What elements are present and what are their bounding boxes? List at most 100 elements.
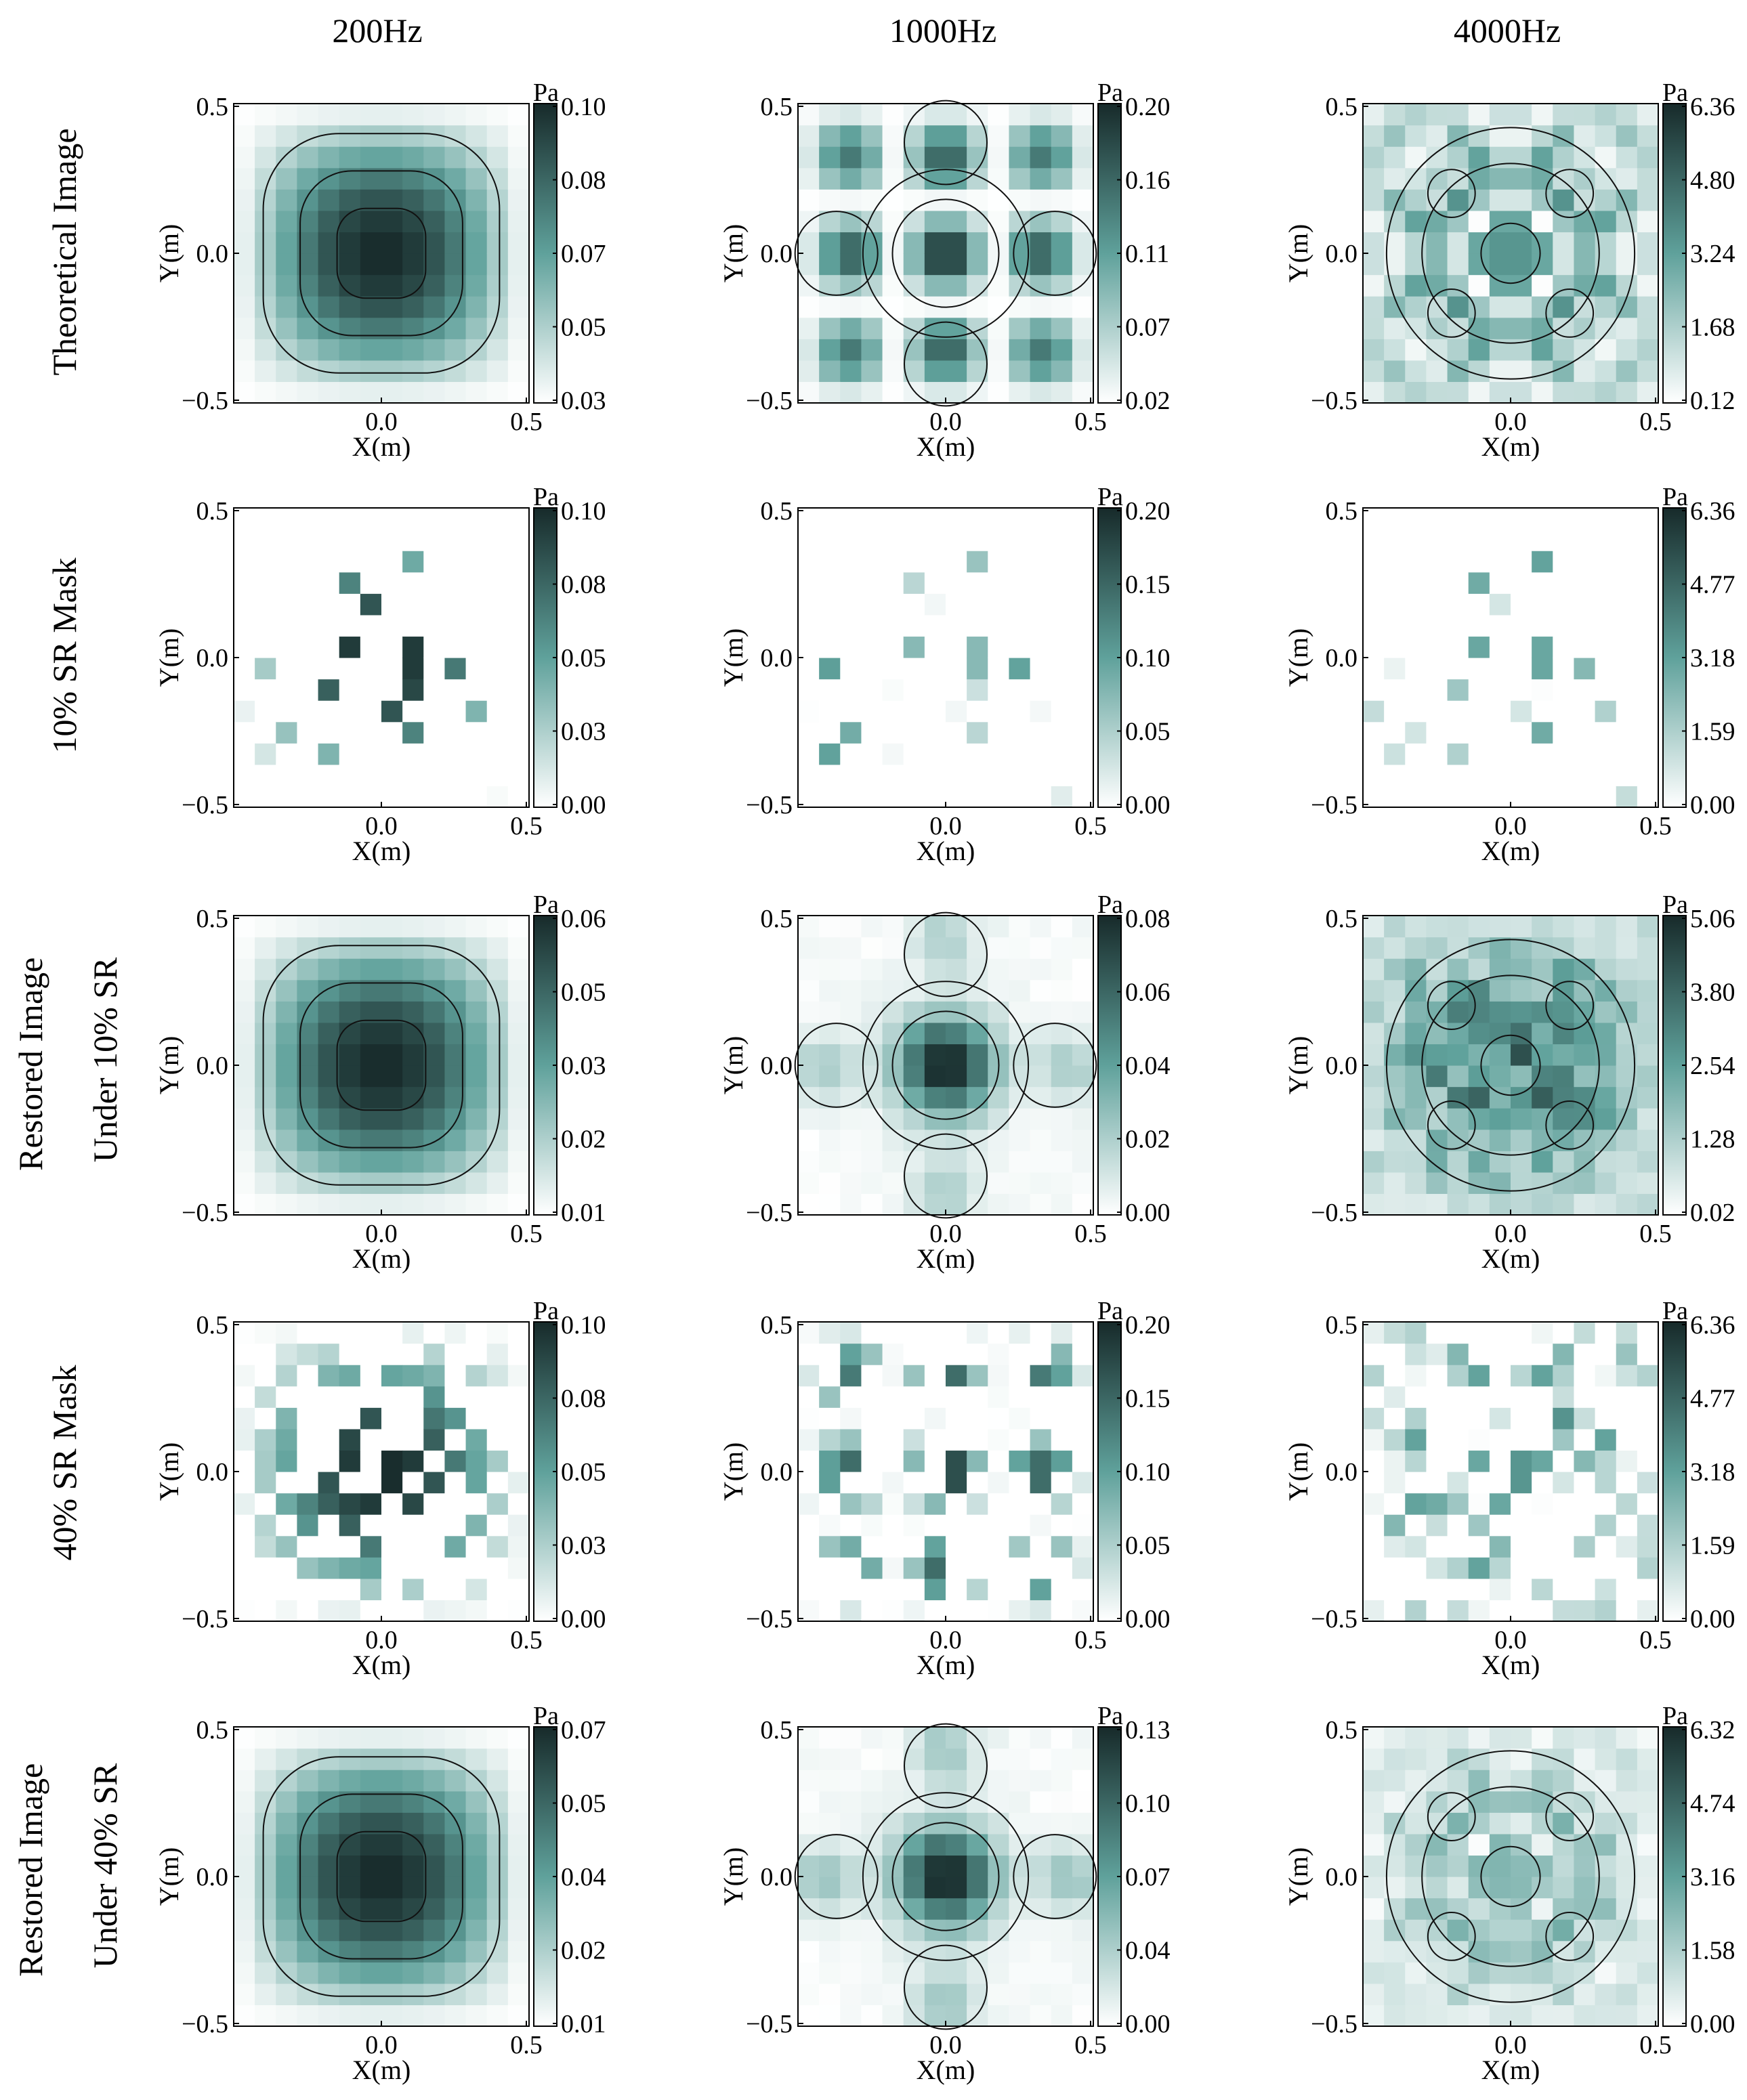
heatmap-cell	[1447, 1493, 1469, 1515]
heatmap-cell	[988, 1898, 1010, 1920]
heatmap-cell	[234, 1748, 255, 1770]
heatmap-cell	[234, 1791, 255, 1813]
heatmap-cell	[1426, 529, 1448, 551]
heatmap-cell	[946, 1493, 967, 1515]
panel-r0-c0: 0.50.0−0.5Y(m)0.0 0.5X(m)Pa 0.100.080.070.…	[154, 79, 606, 462]
heatmap-cell	[1030, 1151, 1052, 1173]
heatmap-cell	[1051, 1855, 1073, 1877]
heatmap-cell	[819, 529, 841, 551]
heatmap-cell	[360, 1855, 382, 1877]
heatmap-cell	[507, 1472, 530, 1494]
heatmap-cell	[297, 1940, 319, 1963]
heatmap-cell	[840, 1855, 862, 1877]
heatmap-cell	[840, 146, 862, 169]
heatmap-cell	[1072, 1450, 1094, 1472]
x-axis-label: X(m)	[917, 836, 975, 866]
heatmap-cell	[1616, 1086, 1638, 1109]
y-tick-label: 0.5	[761, 497, 793, 526]
heatmap-cell	[402, 1855, 424, 1877]
heatmap-cell	[234, 1727, 255, 1749]
heatmap-cell	[1553, 1812, 1575, 1835]
heatmap-cell	[819, 317, 841, 339]
heatmap-cell	[360, 1898, 382, 1920]
heatmap-cell	[1051, 786, 1073, 808]
heatmap-cell	[402, 1833, 424, 1856]
heatmap-cell	[819, 1727, 841, 1749]
heatmap-cell	[465, 764, 488, 787]
heatmap-cell	[1426, 1962, 1448, 1984]
heatmap-cell	[819, 1578, 841, 1601]
contour-line	[262, 133, 501, 374]
heatmap-cell	[988, 1833, 1010, 1856]
heatmap-cell	[967, 1129, 988, 1151]
heatmap-cell	[798, 104, 820, 126]
contour-line	[904, 1133, 988, 1219]
heatmap-cell	[1426, 593, 1448, 616]
heatmap-cell	[819, 1472, 841, 1494]
heatmap-cell	[819, 551, 841, 573]
y-tick-label: −0.5	[746, 1605, 793, 1633]
heatmap-cell	[234, 1086, 255, 1109]
heatmap-cell	[423, 189, 446, 211]
heatmap-cell	[339, 1044, 361, 1066]
heatmap-cell	[297, 339, 319, 361]
heatmap-cell	[1532, 1940, 1553, 1963]
heatmap-cell	[840, 764, 862, 787]
heatmap-cell	[798, 1472, 820, 1494]
heatmap-cell	[903, 210, 925, 233]
heatmap-cell	[1637, 508, 1659, 530]
heatmap-cell	[967, 743, 988, 765]
heatmap-cell	[1009, 1151, 1031, 1173]
heatmap-cell	[819, 1812, 841, 1835]
heatmap-cell	[798, 146, 820, 169]
heatmap-cell	[1447, 658, 1469, 680]
heatmap-cell	[255, 700, 276, 723]
heatmap-cell	[1426, 1791, 1448, 1813]
heatmap-cell	[1616, 1428, 1638, 1451]
heatmap-cell	[486, 1193, 509, 1216]
heatmap-cell	[1616, 743, 1638, 765]
heatmap-cell	[1363, 1065, 1385, 1088]
heatmap-cell	[798, 1086, 820, 1109]
colorbar-tick-label: 0.08	[561, 571, 606, 599]
heatmap-cell	[1426, 700, 1448, 723]
y-tick-label: −0.5	[1311, 2010, 1357, 2038]
heatmap-cell	[360, 658, 382, 680]
colorbar-tick-label: 3.18	[1690, 1458, 1735, 1486]
heatmap-cell	[1595, 1535, 1617, 1558]
heatmap-cell	[1468, 721, 1490, 744]
heatmap-cell	[1574, 274, 1596, 297]
heatmap-cell	[1616, 1022, 1638, 1045]
heatmap-cell	[1030, 1108, 1052, 1130]
heatmap-cell	[946, 1855, 967, 1877]
heatmap-cell	[882, 979, 904, 1002]
heatmap-cell	[507, 253, 530, 276]
heatmap-cell	[402, 339, 424, 361]
heatmap-cell	[1468, 1129, 1490, 1151]
y-tick-label: −0.5	[1311, 791, 1357, 819]
heatmap-cell	[1553, 189, 1575, 211]
heatmap-cell	[297, 1770, 319, 1792]
heatmap-cell	[486, 253, 509, 276]
heatmap-cell	[1468, 1748, 1490, 1770]
heatmap-cell	[1574, 658, 1596, 680]
heatmap-cell	[1616, 551, 1638, 573]
heatmap-cell	[465, 1919, 488, 1942]
heatmap-cell	[924, 916, 946, 938]
heatmap-cell	[1447, 958, 1469, 981]
heatmap-cell	[1468, 1450, 1490, 1472]
heatmap-cell	[967, 593, 988, 616]
heatmap-cell	[882, 937, 904, 959]
heatmap-cell	[924, 700, 946, 723]
heatmap-cell	[318, 743, 340, 765]
heatmap-cell	[507, 679, 530, 701]
heatmap-cell	[903, 764, 925, 787]
heatmap-cell	[882, 381, 904, 404]
heatmap-cell	[1009, 1472, 1031, 1494]
heatmap-cell	[988, 1770, 1010, 1792]
heatmap-cell	[819, 1172, 841, 1195]
heatmap-cell	[465, 1086, 488, 1109]
heatmap-cell	[1009, 1898, 1031, 1920]
heatmap-cell	[1384, 700, 1406, 723]
heatmap-cell	[1637, 1065, 1659, 1088]
